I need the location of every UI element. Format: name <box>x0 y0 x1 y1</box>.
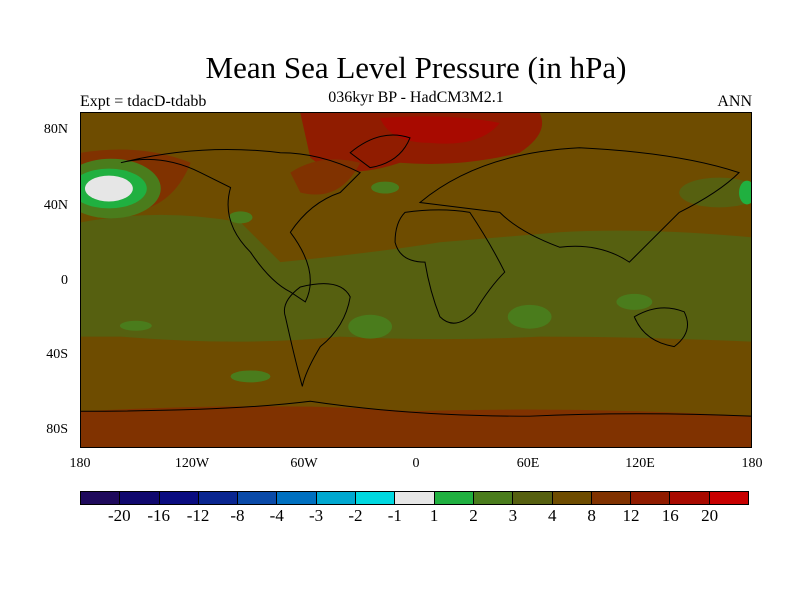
colorbar-swatch <box>120 492 160 504</box>
red-high-pressure-fields <box>81 113 751 447</box>
colorbar-label: 3 <box>508 506 518 525</box>
lon-label-60e: 60E <box>516 456 540 471</box>
colorbar-swatch <box>277 492 317 504</box>
lat-label-0: 0 <box>61 273 68 288</box>
lon-label-180e: 180 <box>741 456 763 471</box>
colorbar-label: -16 <box>147 506 171 525</box>
colorbar-label: -2 <box>348 506 363 525</box>
colorbar-swatch <box>473 492 514 504</box>
colorbar-swatch <box>513 492 553 504</box>
colorbar-label: -12 <box>186 506 210 525</box>
colorbar-label: 16 <box>661 506 679 525</box>
lat-label-40s: 40S <box>46 347 68 362</box>
colorbar-label: 20 <box>701 506 719 525</box>
experiment-label: Expt = tdacD-tdabb <box>80 93 207 110</box>
coastlines <box>81 134 751 417</box>
colorbar-label: -20 <box>108 506 131 525</box>
colorbar-label: 2 <box>469 506 478 525</box>
colorbar-swatch <box>198 492 239 504</box>
colorbar-label: -8 <box>230 506 245 525</box>
colorbar-label: -4 <box>269 506 284 525</box>
lon-label-180w: 180 <box>69 456 91 471</box>
lat-label-40n: 40N <box>43 198 68 213</box>
colorbar-swatch <box>591 492 632 504</box>
lat-label-80n: 80N <box>43 122 68 137</box>
colorbar-swatch <box>434 492 474 504</box>
lon-label-120w: 120W <box>174 456 210 471</box>
colorbar-swatch <box>238 492 278 504</box>
green-light-fields <box>119 181 653 383</box>
colorbar-swatch <box>395 492 435 504</box>
nw-pacific-anomaly <box>81 158 751 219</box>
colorbar-swatch <box>159 492 199 504</box>
colorbar-label: 12 <box>622 506 640 525</box>
colorbar-label: 1 <box>429 506 439 525</box>
colorbar-label: -1 <box>387 506 402 525</box>
lon-label-60w: 60W <box>290 456 318 471</box>
colorbar <box>80 491 749 505</box>
colorbar-label: -3 <box>309 506 324 525</box>
period-model-label: 036kyr BP - HadCM3M2.1 <box>328 89 504 106</box>
colorbar-swatch <box>631 492 671 504</box>
colorbar-swatch <box>81 492 121 504</box>
lon-label-120e: 120E <box>625 456 655 471</box>
pressure-map <box>80 112 752 448</box>
colorbar-swatch <box>552 492 592 504</box>
season-label: ANN <box>717 93 752 110</box>
colorbar-label: 4 <box>547 506 557 525</box>
colorbar-label: 8 <box>587 506 596 525</box>
lat-label-80s: 80S <box>46 422 68 437</box>
colorbar-swatch <box>670 492 710 504</box>
colorbar-swatch <box>709 492 749 504</box>
colorbar-swatch <box>316 492 357 504</box>
colorbar-swatch <box>356 492 396 504</box>
plot-title: Mean Sea Level Pressure (in hPa) <box>205 50 627 85</box>
lon-label-0: 0 <box>412 456 420 471</box>
